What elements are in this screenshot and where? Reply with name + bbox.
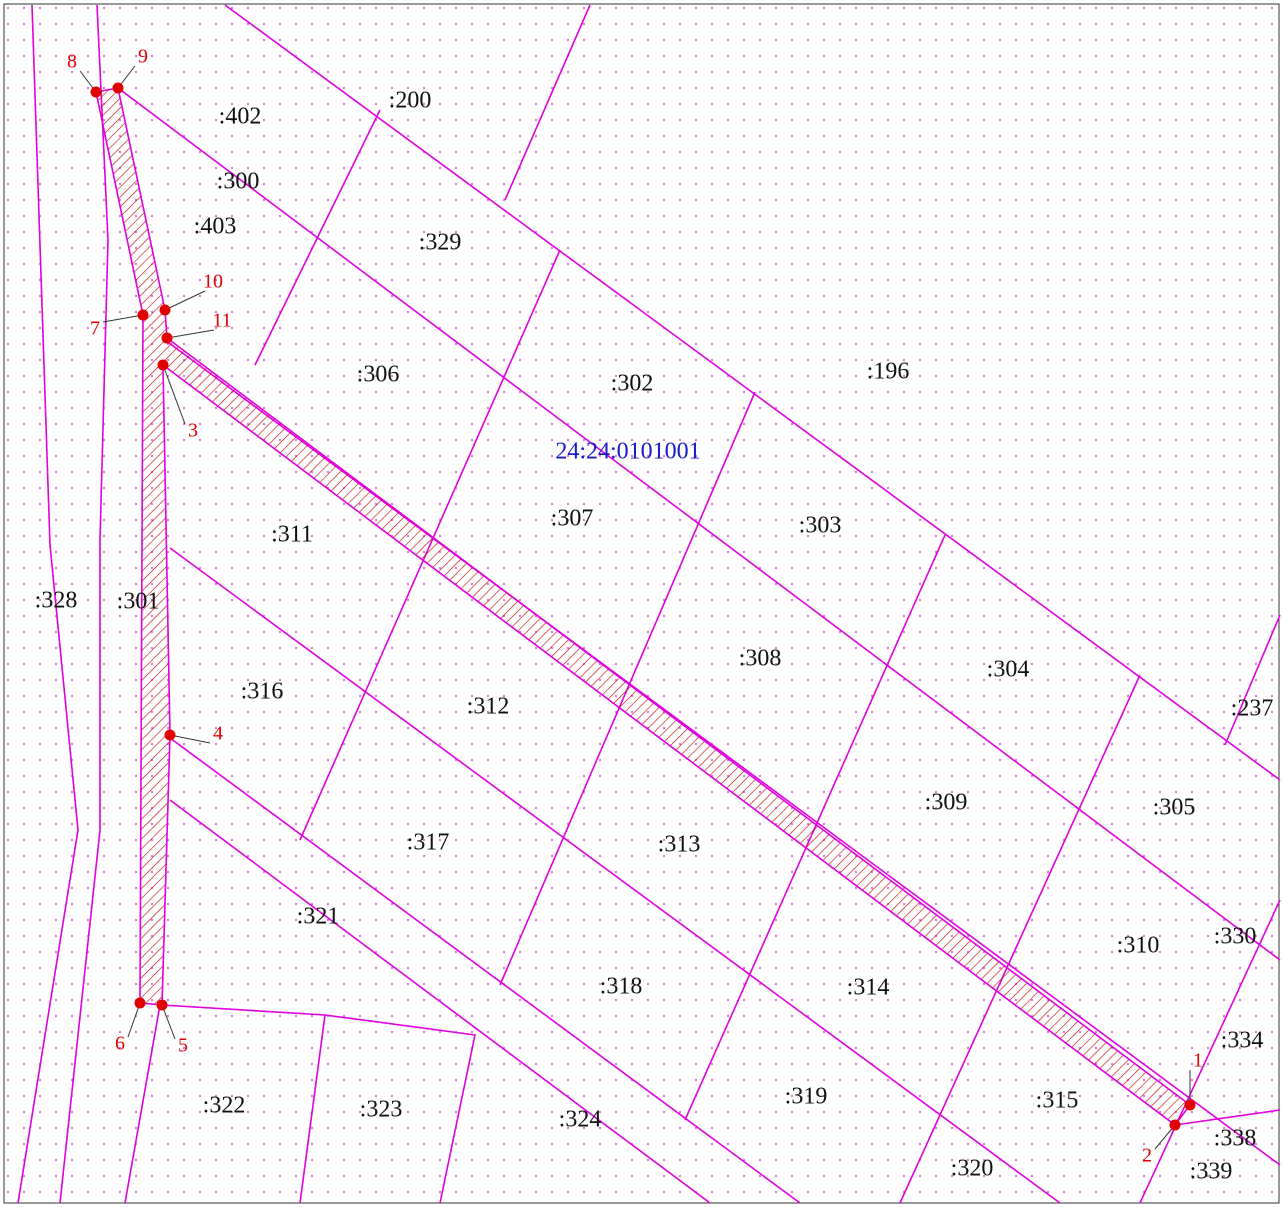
frame: [3, 3, 1280, 1204]
point-label: 1: [1193, 1050, 1203, 1072]
point-label: 5: [178, 1035, 188, 1057]
parcel-label: :316: [241, 679, 284, 705]
parcel-label: :318: [600, 974, 643, 1000]
leader: [102, 314, 144, 323]
parcel-label: :308: [739, 646, 782, 672]
parcel-label: :323: [360, 1097, 403, 1123]
parcel-label: :310: [1117, 933, 1160, 959]
parcel-label: :324: [559, 1107, 602, 1133]
point-label: 3: [188, 420, 198, 442]
strip: [95, 87, 1192, 1127]
parcel-label: :402: [219, 104, 262, 130]
leader: [166, 329, 215, 339]
point: [90, 86, 102, 98]
point-label: 6: [115, 1033, 125, 1055]
parcel-label: :334: [1221, 1028, 1264, 1054]
leader: [161, 1004, 176, 1040]
parcel-label: :320: [951, 1156, 994, 1182]
point: [161, 332, 173, 344]
parcel-label: :403: [194, 214, 237, 240]
point: [1169, 1119, 1181, 1131]
leader: [127, 1002, 141, 1038]
point-label: 11: [212, 310, 231, 332]
point: [137, 309, 149, 321]
point: [159, 304, 171, 316]
parcel-label: :309: [925, 790, 968, 816]
parcel-label: :330: [1214, 924, 1257, 950]
parcel-label: :306: [357, 362, 400, 388]
parcel-label: :311: [271, 522, 313, 548]
point-label: 8: [67, 51, 77, 73]
parcel-label: :339: [1190, 1159, 1233, 1185]
parcel-label: :313: [658, 832, 701, 858]
leader: [164, 290, 206, 311]
point: [156, 999, 168, 1011]
point-label: 7: [90, 318, 100, 340]
parcel-label: :200: [389, 88, 432, 114]
point-label: 2: [1142, 1145, 1152, 1167]
parcel-label: :315: [1036, 1088, 1079, 1114]
parcel-label: :314: [847, 975, 890, 1001]
leader: [169, 734, 211, 744]
parcel-label: :302: [611, 371, 654, 397]
parcel-label: :303: [799, 513, 842, 539]
leader: [162, 364, 186, 425]
parcel-label: :301: [117, 589, 160, 615]
point: [157, 359, 169, 371]
parcel-label: :307: [551, 506, 594, 532]
parcel-label: :300: [217, 169, 260, 195]
parcel-label: :317: [407, 830, 450, 856]
parcel-label: :329: [419, 230, 462, 256]
parcel-label: :305: [1153, 795, 1196, 821]
parcel-label: :312: [467, 694, 510, 720]
parcel-label: :328: [35, 588, 78, 614]
parcel-label: :196: [867, 359, 910, 385]
point: [1184, 1099, 1196, 1111]
parcel-label: :304: [987, 657, 1030, 683]
block-number: 24:24:0101001: [555, 439, 700, 465]
point: [164, 729, 176, 741]
parcel-label: :237: [1231, 696, 1274, 722]
parcel-label: :321: [297, 904, 340, 930]
parcel-label: :338: [1214, 1126, 1257, 1152]
parcel-label: :322: [203, 1093, 246, 1119]
parcel-label: :319: [785, 1084, 828, 1110]
point-label: 10: [203, 271, 223, 293]
point-label: 4: [213, 723, 223, 745]
point-label: 9: [138, 46, 148, 68]
point: [112, 82, 124, 94]
point: [134, 997, 146, 1009]
